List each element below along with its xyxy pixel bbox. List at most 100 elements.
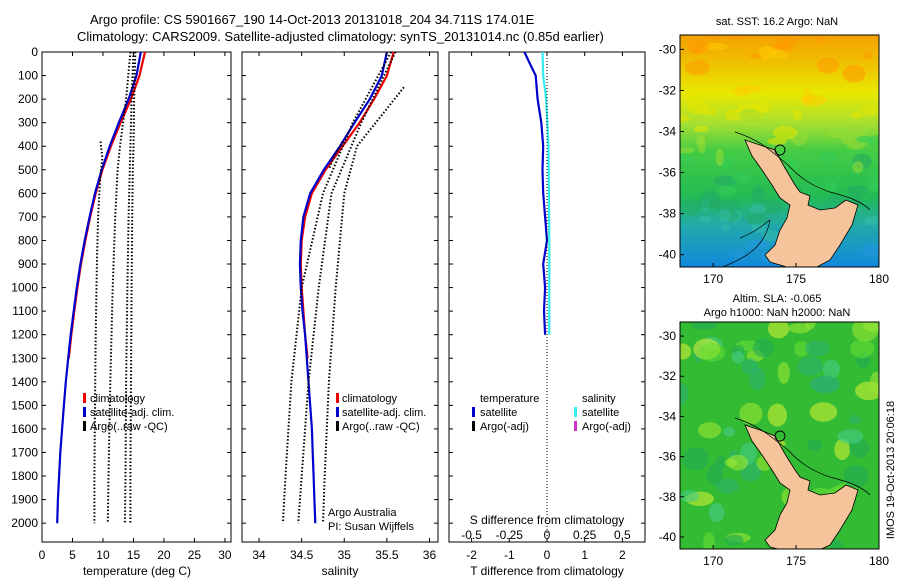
legend-label-satellite: satellite-adj. clim. <box>342 407 426 419</box>
salinity-legend: climatology satellite-adj. clim. Argo(..… <box>336 393 426 433</box>
temperature-xlabel: temperature (deg C) <box>83 564 191 578</box>
s-tick-label: 0.25 <box>573 528 597 542</box>
sst-patch <box>745 239 769 251</box>
sst-patch <box>825 131 848 138</box>
y-tick-label: 2000 <box>11 516 38 530</box>
sla-patch <box>680 343 692 360</box>
sst-patch <box>749 53 762 59</box>
legend-swatch-climatology <box>83 393 86 403</box>
sla-patch <box>794 341 810 357</box>
s-tick-label: -0.25 <box>496 528 524 542</box>
sla-texture <box>680 322 879 549</box>
y-tick-label: 1900 <box>11 493 38 507</box>
sst-patch <box>702 42 728 51</box>
y-tick-label: 400 <box>18 139 38 153</box>
x-tick-label: -1 <box>504 548 515 562</box>
s-tick-label: -0.5 <box>461 528 482 542</box>
x-tick-label: 20 <box>157 548 171 562</box>
sla-patch <box>870 371 879 393</box>
sst-patch <box>862 243 879 257</box>
sst-patch <box>846 185 868 197</box>
sst-patch <box>687 97 708 115</box>
legend-label-t-argo: Argo(-adj) <box>480 421 529 433</box>
map-y-tick-label: -30 <box>659 329 677 343</box>
y-tick-label: 300 <box>18 116 38 130</box>
legend-label-s-argo: Argo(-adj) <box>582 421 631 433</box>
sla-map-ticks: 170 175 180 -30 -32 -34 -36 -38 -40 <box>659 329 890 568</box>
sla-patch <box>698 342 726 362</box>
sla-patch <box>788 323 811 334</box>
legend-swatch-climatology <box>336 393 339 403</box>
sst-patch <box>717 185 736 197</box>
legend-label-t-satellite: satellite <box>480 407 517 419</box>
sla-patch <box>767 403 787 427</box>
difference-xlabel: T difference from climatology <box>470 564 624 578</box>
sst-patch <box>693 125 709 133</box>
y-tick-label: 1100 <box>12 304 38 318</box>
sst-patch <box>827 195 847 203</box>
sst-patch <box>817 57 839 74</box>
legend-label-argo: Argo(..raw -QC) <box>90 421 168 433</box>
sla-map-title2: Argo h1000: NaN h2000: NaN <box>704 307 851 319</box>
sla-patch <box>714 456 727 470</box>
sla-patch <box>741 358 758 375</box>
sst-patch <box>818 152 838 163</box>
x-tick-label: 5 <box>69 548 76 562</box>
temperature-axes <box>41 51 232 543</box>
sst-patch <box>792 109 803 121</box>
y-tick-label: 1000 <box>11 281 38 295</box>
sst-patch <box>721 224 730 232</box>
legend-swatch-s-argo <box>574 421 577 431</box>
x-tick-label: 35 <box>338 548 352 562</box>
sst-patch <box>852 161 864 173</box>
map-y-tick-label: -34 <box>659 124 677 138</box>
sla-patch <box>830 539 843 549</box>
annotation-pi: PI: Susan Wijffels <box>328 521 414 533</box>
sst-patch <box>708 35 718 41</box>
x-tick-label: 1 <box>581 548 588 562</box>
difference-legend: temperature satellite Argo(-adj) salinit… <box>472 393 631 433</box>
sst-patch <box>846 123 867 140</box>
sst-patch <box>866 215 879 226</box>
map-x-tick-label: 180 <box>869 554 889 568</box>
bathymetry-contour <box>734 417 871 496</box>
sst-patch <box>702 107 717 115</box>
series-line-satellite-adj-clim- <box>56 52 142 524</box>
temperature-legend: climatology satellite-adj. clim. Argo(..… <box>83 393 174 433</box>
sst-map <box>680 35 879 267</box>
y-tick-label: 900 <box>18 257 38 271</box>
map-y-tick-label: -34 <box>659 409 677 423</box>
sla-map-title1: Altim. SLA: -0.065 <box>733 293 822 305</box>
salinity-axes <box>241 51 439 543</box>
map-y-tick-label: -38 <box>659 490 677 504</box>
map-y-tick-label: -40 <box>659 530 677 544</box>
sla-patch <box>834 439 851 460</box>
sla-map <box>680 322 879 549</box>
sst-patch <box>689 47 704 55</box>
map-y-tick-label: -38 <box>659 207 677 221</box>
map-x-tick-label: 180 <box>869 272 889 286</box>
sla-patch <box>863 322 879 333</box>
legend-swatch-t-satellite <box>472 407 475 417</box>
s-tick-label: 0.5 <box>614 528 631 542</box>
sla-patch <box>731 351 745 364</box>
y-tick-label: 1200 <box>11 328 38 342</box>
temperature-plot <box>56 52 147 524</box>
sst-patch <box>868 170 879 189</box>
series-line-argo-profile <box>93 141 104 524</box>
sst-map-frame <box>679 34 880 268</box>
sla-patch <box>703 532 715 549</box>
sst-patch <box>842 64 866 83</box>
sla-patch <box>680 383 689 405</box>
series-line-argo-envelope-3 <box>129 52 137 524</box>
map-y-tick-label: -32 <box>659 369 677 383</box>
x-tick-label: 36 <box>423 548 437 562</box>
sst-patch <box>738 108 762 123</box>
legend-label-climatology: climatology <box>90 393 146 405</box>
sla-patch <box>723 426 735 437</box>
sst-patch <box>680 155 696 164</box>
map-y-tick-label: -40 <box>659 248 677 262</box>
series-line-temperature-satellite <box>523 52 549 335</box>
sst-patch <box>680 147 695 154</box>
difference-plot <box>523 52 551 335</box>
